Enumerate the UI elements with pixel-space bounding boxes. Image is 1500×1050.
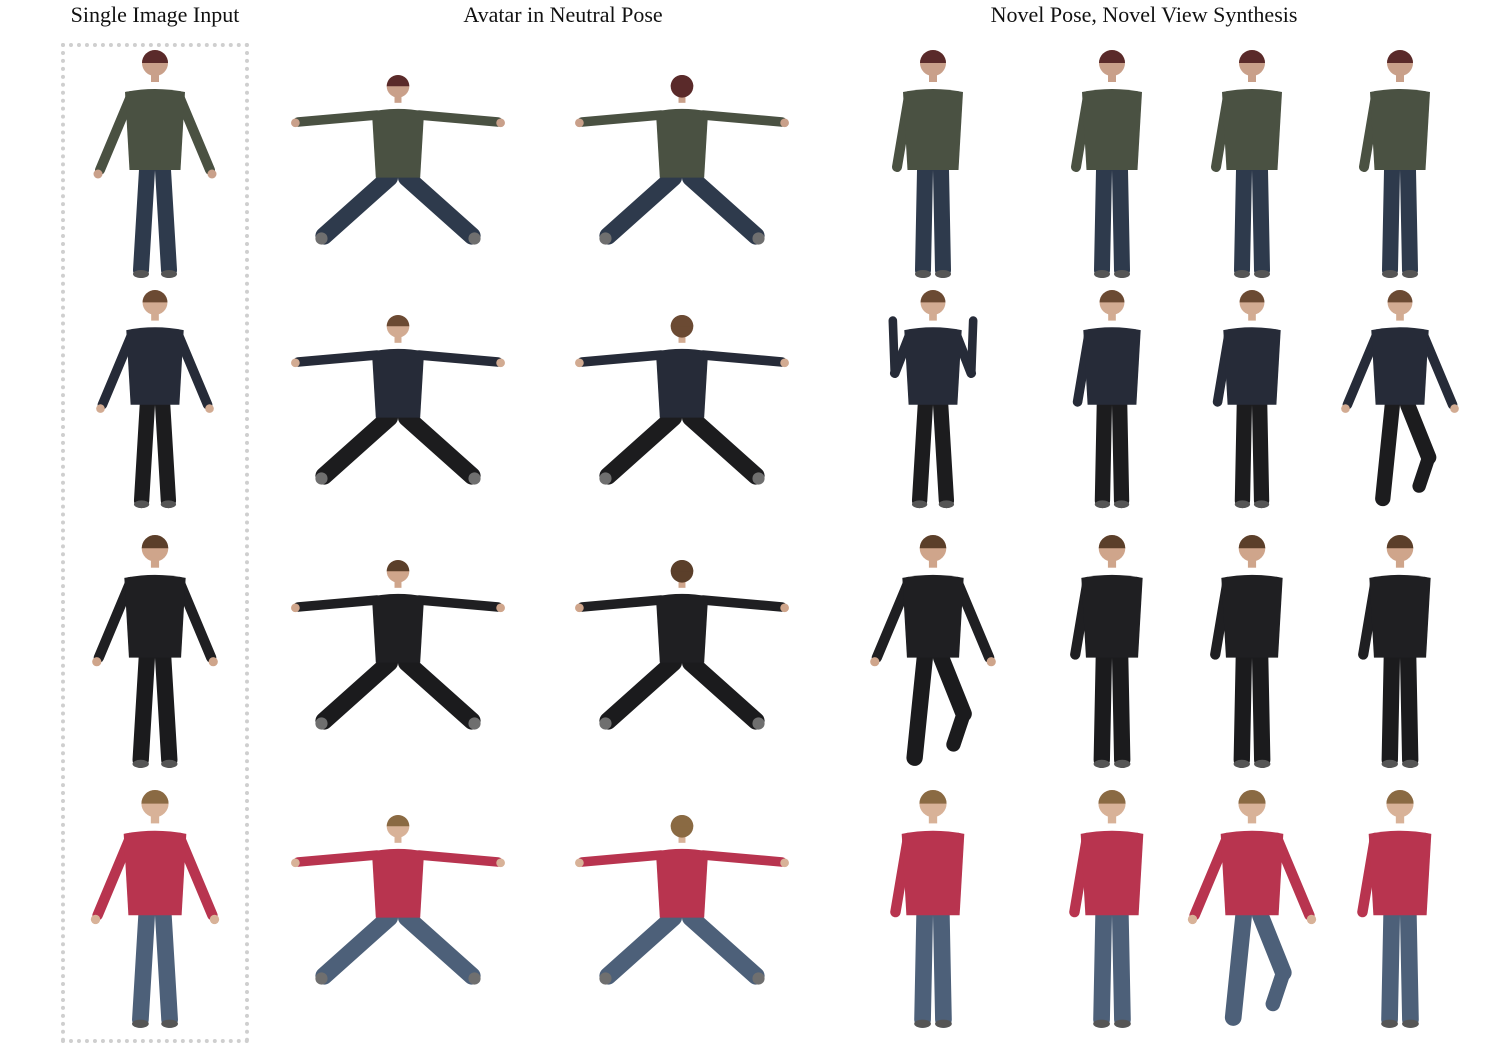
header-novel-pose-view: Novel Pose, Novel View Synthesis: [990, 2, 1298, 27]
input-person-2: [96, 289, 214, 509]
neutral-back-avatar-2: [575, 315, 789, 485]
input-person-3: [92, 534, 218, 768]
novel-pose-view-1-3: [1211, 50, 1282, 278]
novel-pose-view-1-2: [1071, 50, 1142, 278]
input-person-1: [93, 50, 217, 278]
novel-pose-view-4-4: [1357, 790, 1432, 1028]
input-column-dotted-frame: [61, 43, 249, 1043]
novel-pose-view-2-3: [1212, 289, 1281, 509]
novel-pose-view-4-2: [1069, 790, 1144, 1028]
novel-pose-view-2-2: [1072, 289, 1141, 509]
novel-pose-view-1-1: [892, 50, 963, 278]
novel-pose-view-3-2: [1070, 534, 1143, 768]
novel-pose-view-2-4: [1341, 289, 1459, 507]
neutral-back-avatar-4: [575, 815, 789, 985]
header-avatar-neutral-pose: Avatar in Neutral Pose: [463, 2, 663, 27]
neutral-front-avatar-1: [291, 74, 505, 245]
neutral-back-avatar-3: [575, 560, 789, 730]
novel-pose-view-3-3: [1210, 535, 1283, 768]
header-single-image-input: Single Image Input: [70, 2, 240, 27]
neutral-front-avatar-2: [291, 315, 505, 485]
input-person-4: [90, 790, 220, 1028]
neutral-back-avatar-1: [575, 75, 789, 245]
novel-pose-view-1-4: [1359, 50, 1430, 278]
novel-pose-view-2-1: [888, 290, 978, 509]
neutral-front-avatar-4: [291, 815, 505, 985]
novel-pose-view-4-1: [890, 790, 965, 1028]
novel-pose-view-4-3: [1187, 790, 1317, 1026]
novel-pose-view-3-1: [870, 535, 996, 766]
neutral-front-avatar-3: [291, 560, 505, 730]
novel-pose-view-3-4: [1358, 535, 1431, 768]
